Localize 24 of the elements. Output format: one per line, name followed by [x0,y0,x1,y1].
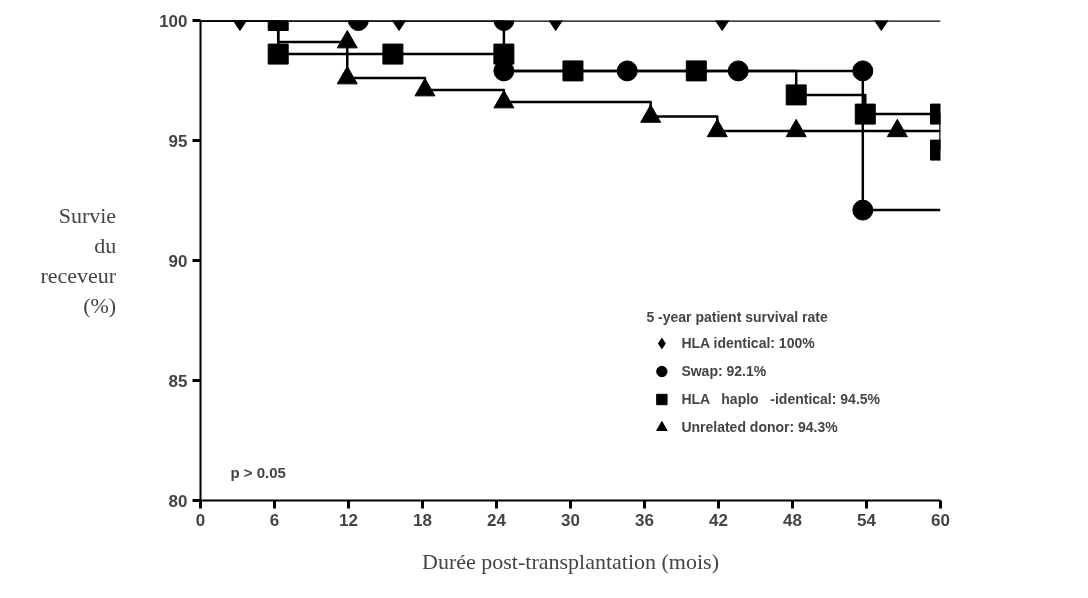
x-tick-label: 42 [709,510,728,530]
legend-label: Swap: 92.1% [681,363,767,379]
x-tick-label: 48 [783,510,802,530]
x-tick-label: 36 [635,510,654,530]
x-tick-label: 6 [269,510,280,530]
y-axis-title: Survie du receveur (%) [40,203,117,318]
legend-label: HLA haplo -identical: 94.5% [681,391,880,407]
y-tick-label: 95 [168,131,188,151]
x-tick-label: 18 [413,510,432,530]
legend-title: 5 -year patient survival rate [646,309,829,325]
x-tick-label: 60 [931,510,950,530]
legend-label: HLA identical: 100% [681,335,815,351]
x-axis-title: Durée post-transplantation (mois) [422,548,719,574]
x-tick-label: 12 [339,510,358,530]
x-tick-label: 54 [857,510,877,530]
y-tick-label: 80 [168,491,188,511]
legend-label: Unrelated donor: 94.3% [681,419,838,435]
y-tick-label: 85 [168,371,188,391]
y-tick-label: 100 [159,11,188,31]
x-tick-label: 0 [195,510,206,530]
x-tick-label: 24 [487,510,507,530]
annotation: p > 0.05 [230,463,286,481]
y-tick-label: 90 [168,251,188,271]
x-tick-label: 30 [561,510,580,530]
